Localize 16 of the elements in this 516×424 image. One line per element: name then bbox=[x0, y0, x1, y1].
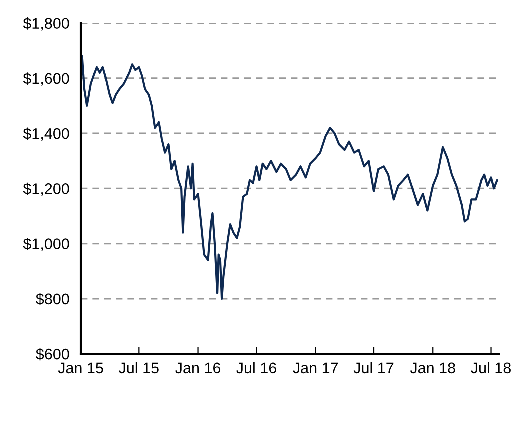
x-tick-label: Jul 15 bbox=[119, 362, 159, 374]
x-tick-label: Jan 18 bbox=[410, 362, 456, 374]
line-series bbox=[81, 55, 498, 300]
y-tick-label: $1,600 bbox=[23, 72, 70, 86]
x-tick-label: Jul 17 bbox=[354, 362, 394, 374]
x-tick-label: Jul 16 bbox=[236, 362, 276, 374]
y-tick-label: $600 bbox=[36, 348, 70, 361]
y-tick-label: $1,800 bbox=[23, 18, 70, 31]
x-tick-label: Jul 18 bbox=[471, 362, 511, 374]
y-tick-label: $800 bbox=[36, 293, 70, 306]
y-tick-label: $1,000 bbox=[23, 238, 70, 252]
x-tick-label: Jan 15 bbox=[58, 362, 104, 374]
y-tick-label: $1,200 bbox=[23, 182, 70, 196]
y-tick-label: $1,400 bbox=[23, 128, 70, 142]
x-tick-label: Jan 16 bbox=[176, 362, 221, 374]
x-tick-label: Jan 17 bbox=[293, 362, 338, 374]
